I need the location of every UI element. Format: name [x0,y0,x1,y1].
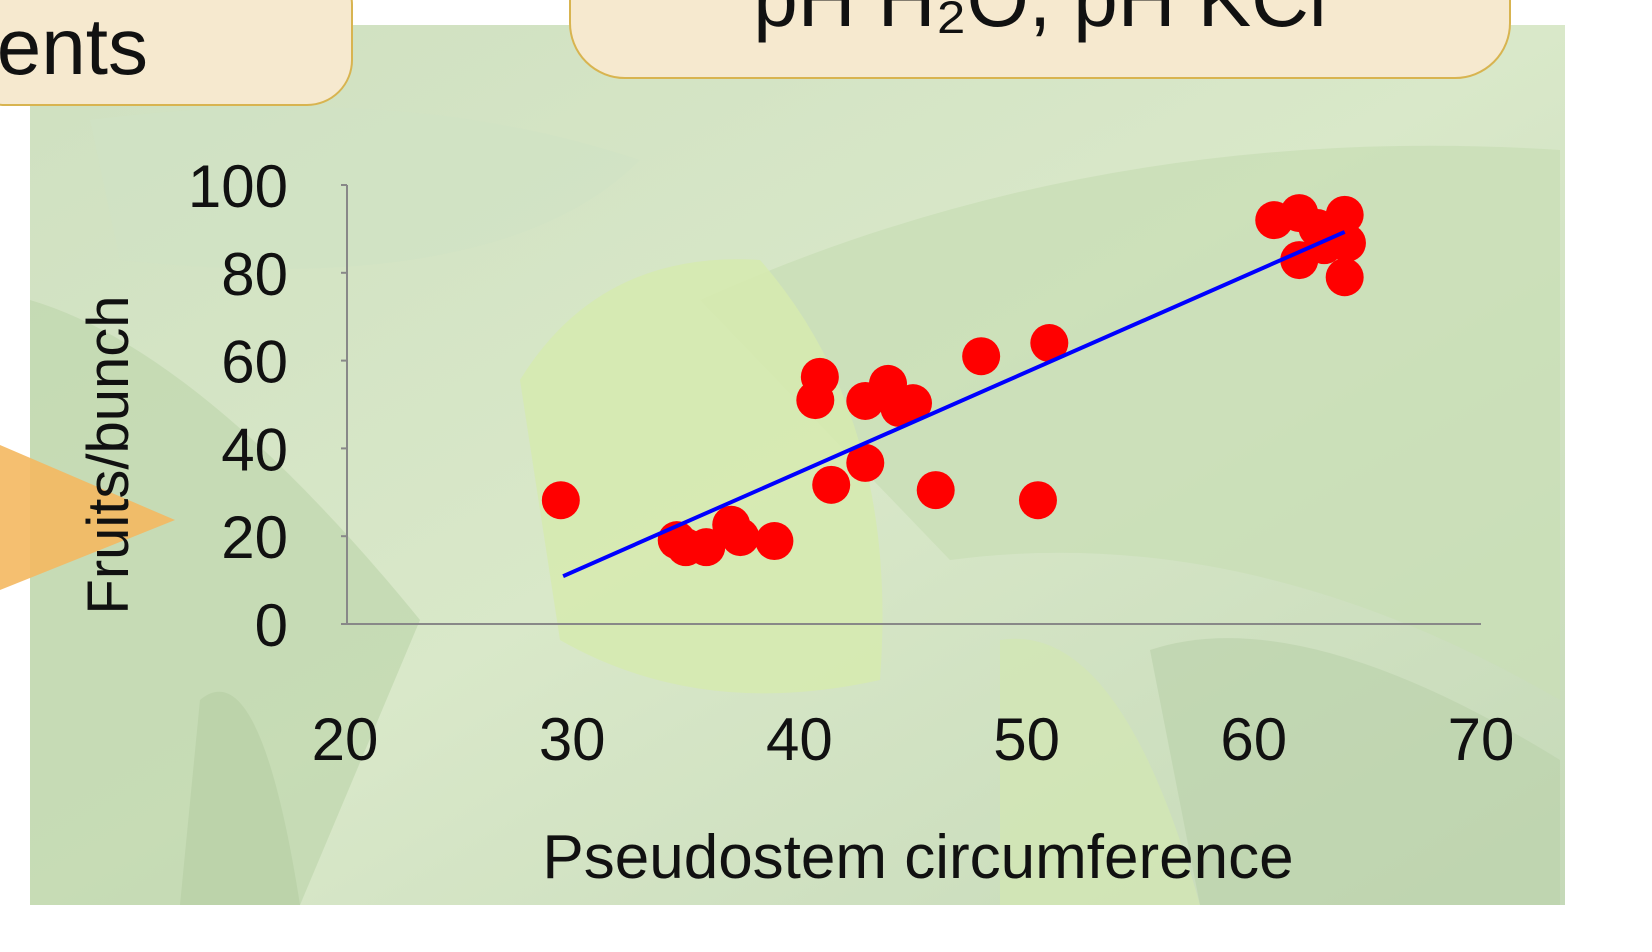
y-tick-label: 60 [221,329,288,396]
y-axis-title: Fruits/bunch [76,295,141,614]
x-tick-label: 20 [312,706,379,773]
point [1326,258,1364,296]
y-tick-label: 80 [221,241,288,308]
x-axis-title: Pseudostem circumference [542,823,1293,892]
callout-top: pH H₂O, pH KCl [570,0,1510,78]
callout-text: ents [0,2,148,91]
x-tick-label: 30 [539,706,606,773]
x-tick-label: 50 [993,706,1060,773]
slide: ents pH H₂O, pH KCl Pseudostem circumfer… [0,0,1652,952]
callout-text: pH H₂O, pH KCl [753,0,1326,43]
point [755,522,793,560]
point [812,466,850,504]
y-tick-label: 40 [221,416,288,483]
point [917,471,955,509]
x-tick-label: 70 [1448,706,1515,773]
point [796,381,834,419]
point [962,337,1000,375]
y-tick-label: 20 [221,504,288,571]
point [1019,481,1057,519]
y-tick-label: 100 [188,153,288,220]
y-tick-label: 0 [255,592,288,659]
point [542,481,580,519]
x-tick-label: 60 [1220,706,1287,773]
x-tick-label: 40 [766,706,833,773]
callout-left: ents [0,0,352,105]
point [721,518,759,556]
